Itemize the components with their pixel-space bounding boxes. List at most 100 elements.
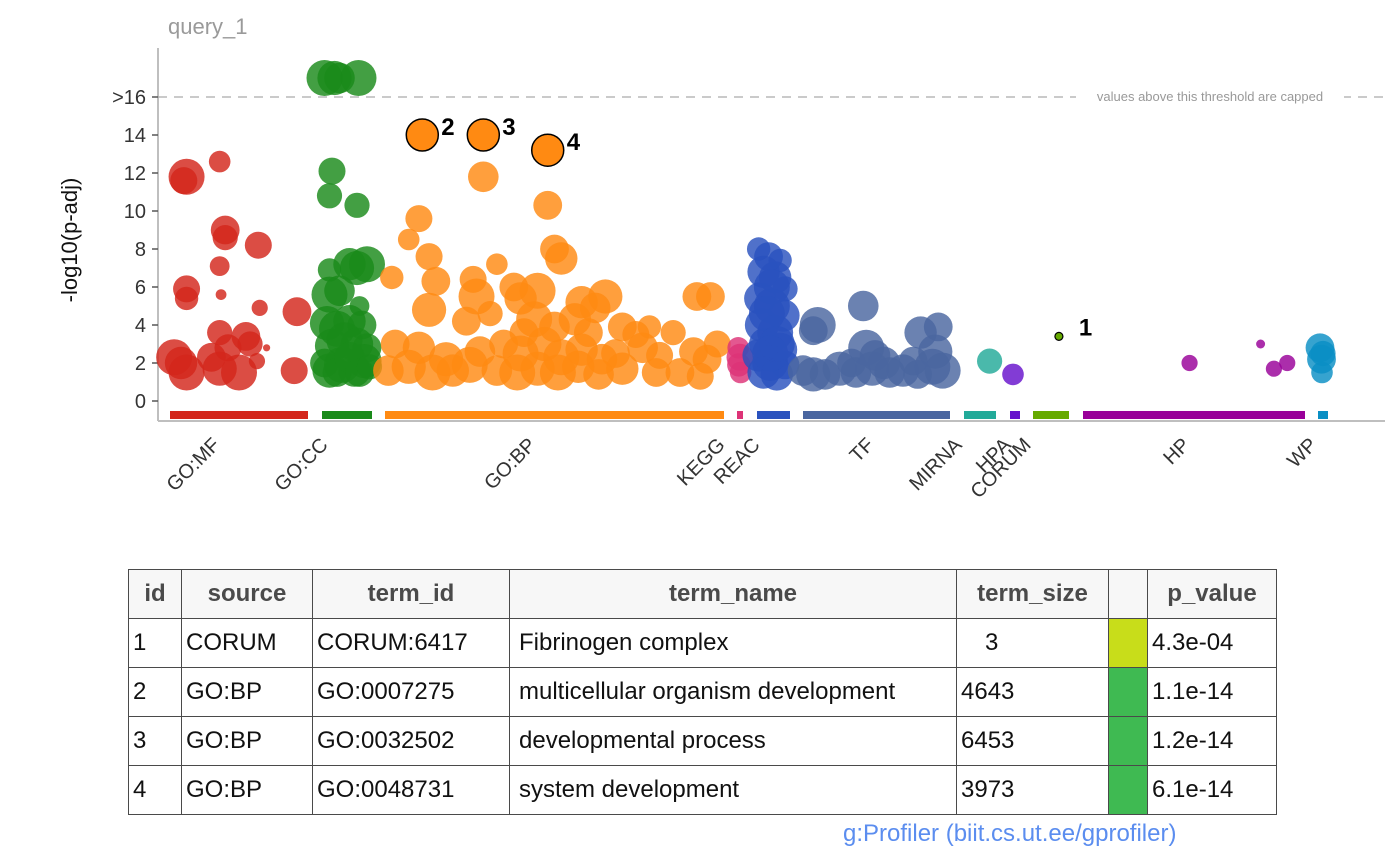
manhattan-plot: 0 2 4 6 8 10 12 14 >16 -log10(p-adj) query_1 values… (57, 14, 1385, 503)
header-term-name: term_name (509, 569, 957, 619)
data-point (641, 358, 671, 387)
data-point (1002, 363, 1024, 386)
cell-p-value-swatch (1108, 667, 1148, 717)
data-point (729, 361, 752, 384)
x-category-label: WP (1283, 434, 1321, 472)
cell-source: GO:BP (181, 667, 313, 717)
cell-term-id: GO:0048731 (312, 765, 510, 815)
cell-source: GO:BP (181, 716, 313, 766)
data-point (660, 320, 686, 346)
cell-term-name: Fibrinogen complex (509, 618, 957, 668)
data-point (923, 312, 953, 342)
data-point (316, 183, 343, 209)
data-point (696, 282, 725, 311)
highlighted-point (466, 118, 501, 152)
data-point (208, 150, 231, 173)
data-point (752, 335, 789, 372)
highlighted-point (530, 133, 565, 167)
cell-p-value-swatch (1108, 716, 1148, 766)
table-row: 3 GO:BP GO:0032502 developmental process… (128, 716, 1277, 766)
data-point (703, 330, 731, 358)
cell-source: GO:BP (181, 765, 313, 815)
y-tick-label: 6 (135, 277, 146, 299)
data-point (748, 295, 785, 332)
source-band-corum (1033, 411, 1069, 419)
cell-p-value-swatch (1108, 618, 1148, 668)
data-point (1181, 354, 1198, 372)
source-band-go-cc (322, 411, 372, 419)
x-category-label: HP (1159, 434, 1194, 469)
cell-term-size: 4643 (956, 667, 1109, 717)
data-point (237, 331, 263, 357)
cell-p-value: 1.1e-14 (1147, 667, 1277, 717)
cell-term-id: GO:0007275 (312, 667, 510, 717)
data-point (405, 205, 433, 233)
table-row: 4 GO:BP GO:0048731 system development 39… (128, 765, 1277, 815)
data-point (415, 243, 443, 271)
source-band-tf (803, 411, 950, 419)
data-point (606, 352, 639, 385)
data-point (411, 292, 447, 327)
data-point (212, 225, 238, 251)
data-point (280, 357, 308, 385)
y-tick-label: 8 (135, 239, 146, 261)
y-tick-label: 12 (124, 163, 146, 185)
cell-term-name: multicellular organism development (509, 667, 957, 717)
chart-title: query_1 (168, 14, 248, 39)
data-point (477, 301, 503, 327)
threshold-label: values above this threshold are capped (1097, 89, 1323, 104)
x-category-label: GO:CC (271, 434, 333, 496)
data-point (903, 360, 933, 389)
data-point (451, 346, 488, 383)
data-point (847, 290, 879, 322)
cell-term-name: system development (509, 765, 957, 815)
highlighted-point (1054, 331, 1064, 341)
highlight-label: 3 (502, 114, 515, 141)
data-point (324, 275, 355, 307)
cell-id: 4 (128, 765, 182, 815)
data-point (665, 358, 695, 387)
header-term-size: term_size (956, 569, 1109, 619)
source-band-hp (1083, 411, 1305, 419)
cell-term-name: developmental process (509, 716, 957, 766)
data-point (1311, 361, 1333, 384)
header-term-id: term_id (312, 569, 510, 619)
table-row: 1 CORUM CORUM:6417 Fibrinogen complex 3 … (128, 618, 1277, 668)
cell-term-size: 3973 (956, 765, 1109, 815)
gprofiler-credit: g:Profiler (biit.cs.ut.ee/gprofiler) (843, 820, 1177, 847)
data-point (468, 161, 499, 193)
cell-source: CORUM (181, 618, 313, 668)
data-point (486, 253, 508, 275)
data-point (397, 228, 420, 251)
threshold-label-bg (1076, 89, 1344, 105)
cell-term-size: 6453 (956, 716, 1109, 766)
y-tick-label: 10 (124, 201, 146, 223)
data-point (1310, 340, 1336, 367)
data-point (421, 266, 451, 296)
data-point (174, 286, 199, 311)
cell-id: 2 (128, 667, 182, 717)
x-category-label: TF (846, 434, 879, 467)
cell-p-value: 1.2e-14 (1147, 716, 1277, 766)
header-source: source (181, 569, 313, 619)
data-point (753, 269, 790, 305)
data-point (263, 344, 271, 352)
y-tick-label: 0 (135, 391, 146, 413)
cell-id: 3 (128, 716, 182, 766)
data-point (798, 316, 828, 346)
data-point (349, 246, 385, 283)
cell-p-value: 6.1e-14 (1147, 765, 1277, 815)
manhattan-plot-svg: 02468101214>16-log10(p-adj)query_1values… (57, 14, 1385, 503)
cell-p-value-swatch (1108, 765, 1148, 815)
source-band-mirna (964, 411, 996, 419)
data-point (588, 279, 623, 314)
data-point (221, 354, 257, 391)
highlighted-point (405, 118, 440, 152)
data-point (380, 265, 404, 290)
data-point (686, 362, 714, 390)
data-point (282, 297, 312, 327)
x-category-label: GO:BP (480, 434, 540, 494)
table-header-row: id source term_id term_name term_size p_… (128, 569, 1277, 619)
x-category-label: GO:MF (163, 434, 225, 496)
data-point (170, 167, 198, 195)
